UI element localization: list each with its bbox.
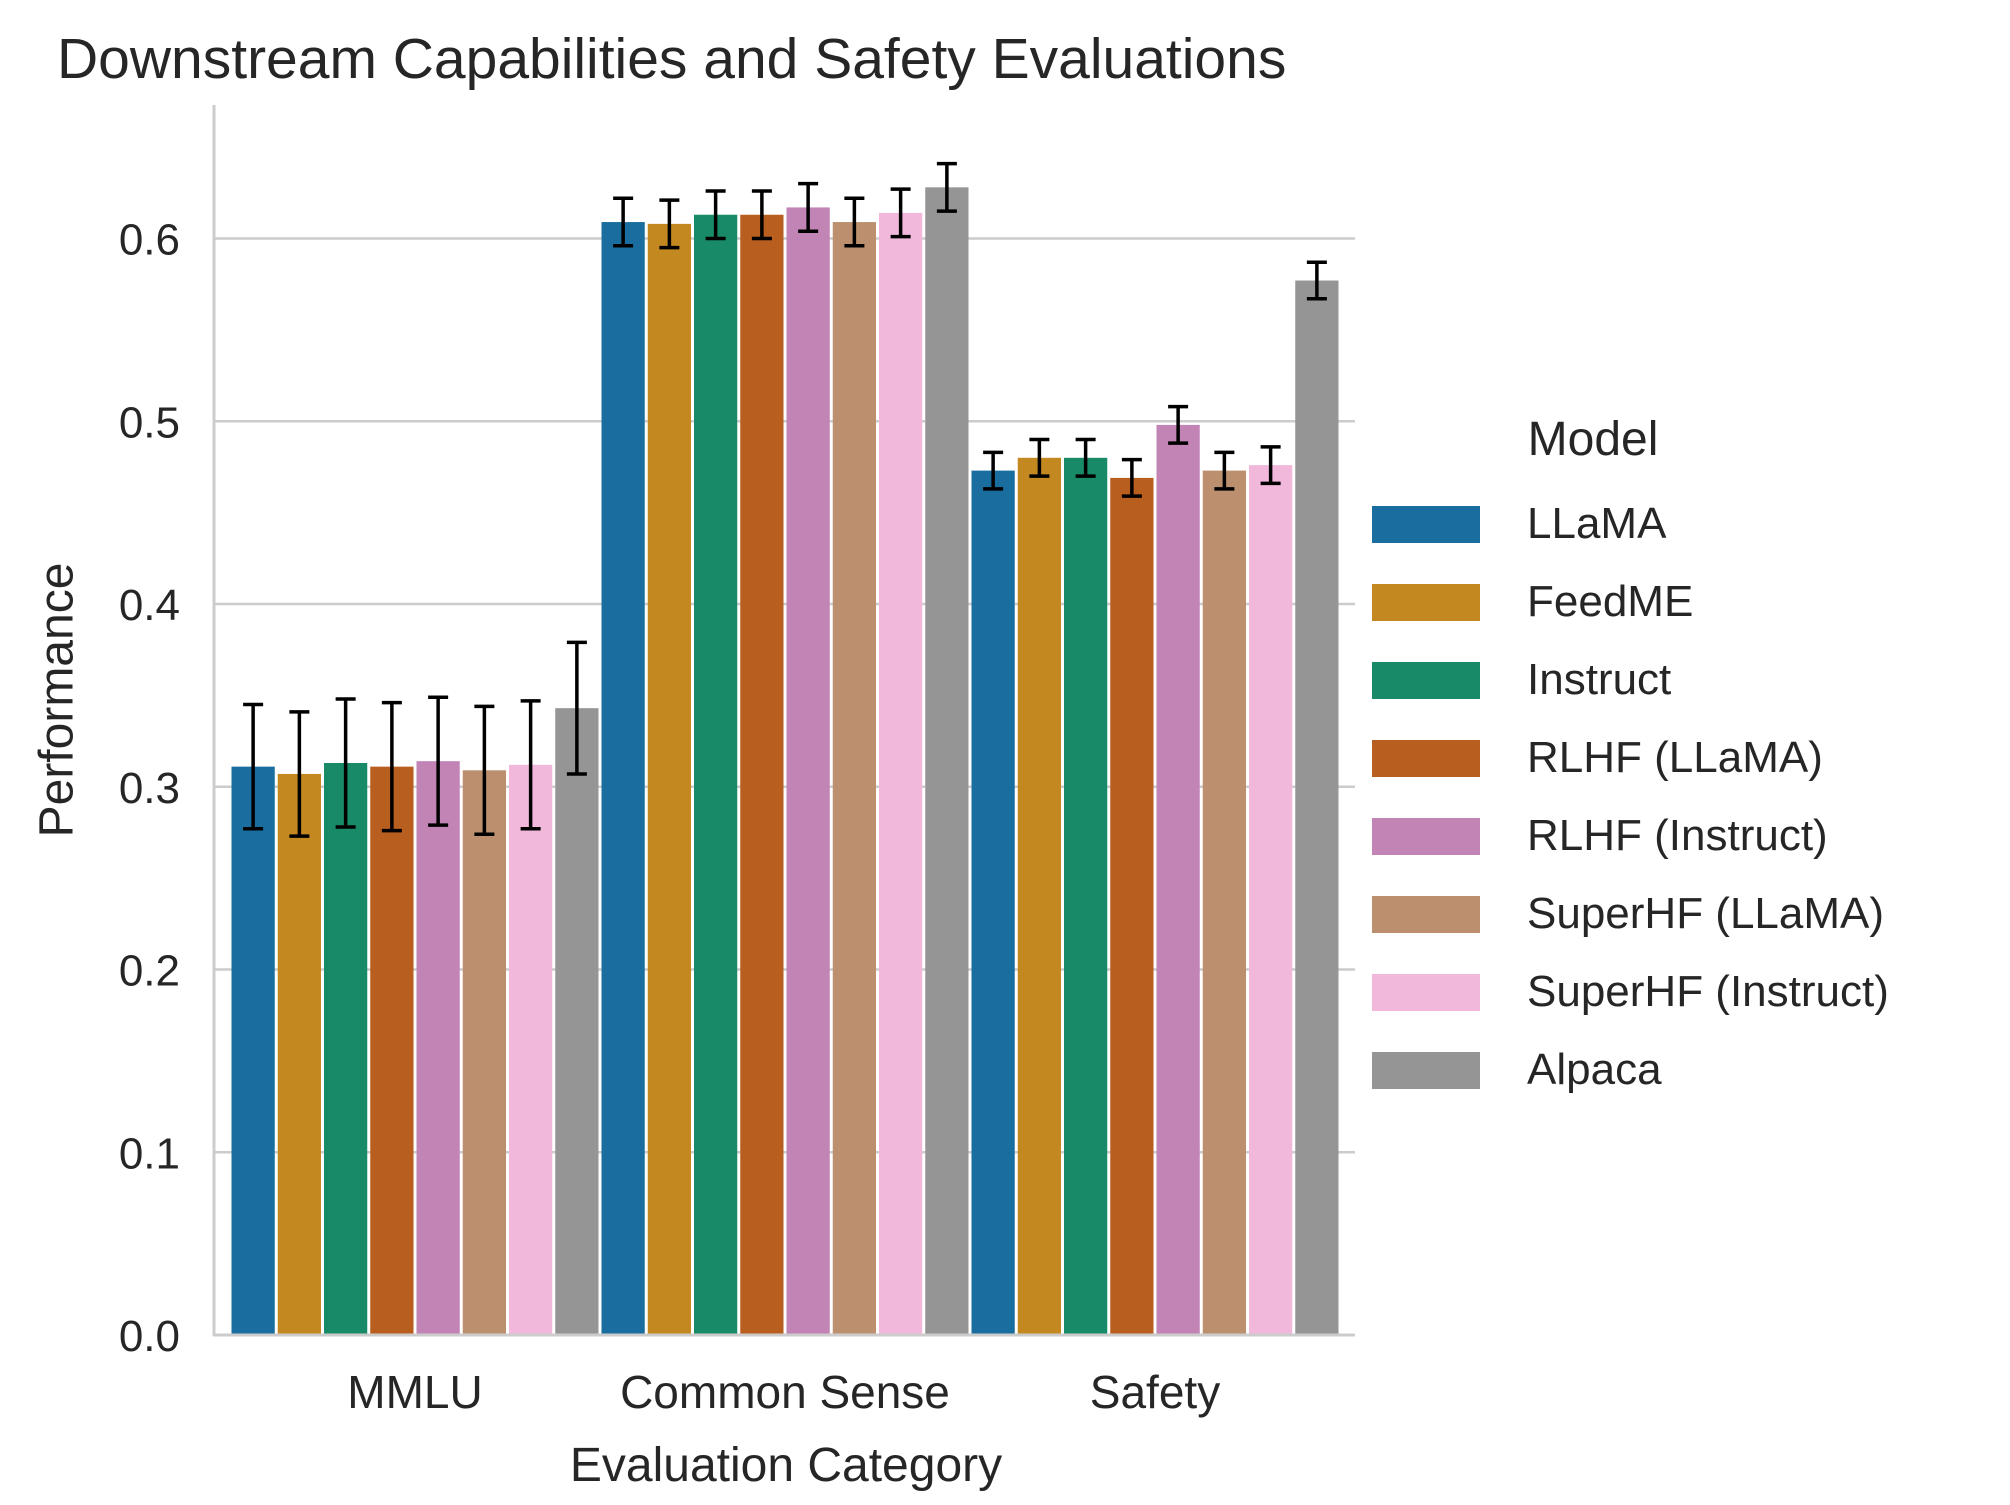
legend-swatch [1372, 973, 1480, 1011]
bar [1249, 465, 1293, 1335]
legend-label: SuperHF (Instruct) [1527, 967, 1889, 1016]
legend-label: RLHF (LLaMA) [1527, 733, 1823, 782]
x-tick-label: MMLU [347, 1366, 482, 1418]
legend-item: Instruct [1372, 655, 1671, 704]
legend-item: LLaMA [1372, 499, 1666, 548]
error-bars [243, 161, 1327, 838]
legend-swatch [1372, 1051, 1480, 1089]
legend-label: LLaMA [1527, 499, 1667, 548]
legend-item: FeedME [1372, 577, 1693, 626]
bar [231, 766, 275, 1335]
bar [416, 761, 460, 1335]
legend-item: SuperHF (Instruct) [1372, 967, 1889, 1016]
bar [647, 223, 691, 1335]
bar [1017, 457, 1061, 1335]
bar [925, 187, 969, 1336]
legend-swatch [1372, 661, 1480, 699]
legend-label: Instruct [1527, 655, 1672, 704]
legend-label: Alpaca [1527, 1045, 1662, 1094]
chart-title: Downstream Capabilities and Safety Evalu… [57, 27, 1287, 91]
legend-label: RLHF (Instruct) [1527, 811, 1828, 860]
y-tick-label: 0.0 [119, 1312, 180, 1361]
y-tick-label: 0.5 [119, 398, 180, 447]
legend-swatch [1372, 817, 1480, 855]
bar [786, 207, 830, 1335]
legend-item: RLHF (Instruct) [1372, 811, 1828, 860]
y-tick-label: 0.1 [119, 1129, 180, 1178]
axes: 0.0 0.1 0.2 0.3 0.4 0.5 0.6 MMLU Common Sense Saf… [119, 105, 1355, 1418]
bars [231, 187, 1339, 1336]
bar [1202, 470, 1246, 1335]
bar [740, 214, 784, 1336]
bar [324, 762, 368, 1335]
bar [1110, 477, 1154, 1336]
legend-item: RLHF (LLaMA) [1372, 733, 1823, 782]
legend-label: SuperHF (LLaMA) [1527, 889, 1885, 938]
y-tick-label: 0.2 [119, 947, 180, 996]
legend-swatch [1372, 583, 1480, 621]
y-axis-label: Performance [30, 562, 84, 838]
x-tick-label: Safety [1090, 1366, 1220, 1418]
bar [370, 766, 414, 1335]
legend-swatch [1372, 739, 1480, 777]
x-tick-label: Common Sense [620, 1366, 950, 1418]
bar [694, 214, 738, 1336]
legend-label: FeedME [1527, 577, 1694, 626]
bar [1064, 457, 1108, 1335]
bar [462, 770, 506, 1335]
bar [601, 222, 645, 1336]
legend-title: Model [1527, 413, 1659, 466]
bar [277, 773, 321, 1335]
bar [1295, 280, 1339, 1336]
y-tick-label: 0.6 [119, 216, 180, 265]
legend-item: SuperHF (LLaMA) [1372, 889, 1884, 938]
y-tick-label: 0.3 [119, 764, 180, 813]
bar [555, 708, 599, 1335]
bar [1156, 424, 1200, 1335]
bar [971, 470, 1015, 1335]
legend-item: Alpaca [1372, 1045, 1662, 1094]
bar [879, 212, 923, 1335]
legend-swatch [1372, 505, 1480, 543]
bar [509, 764, 553, 1335]
y-tick-label: 0.4 [119, 581, 180, 630]
bar [832, 222, 876, 1336]
x-axis-label: Evaluation Category [569, 1439, 1003, 1492]
legend-swatch [1372, 895, 1480, 933]
